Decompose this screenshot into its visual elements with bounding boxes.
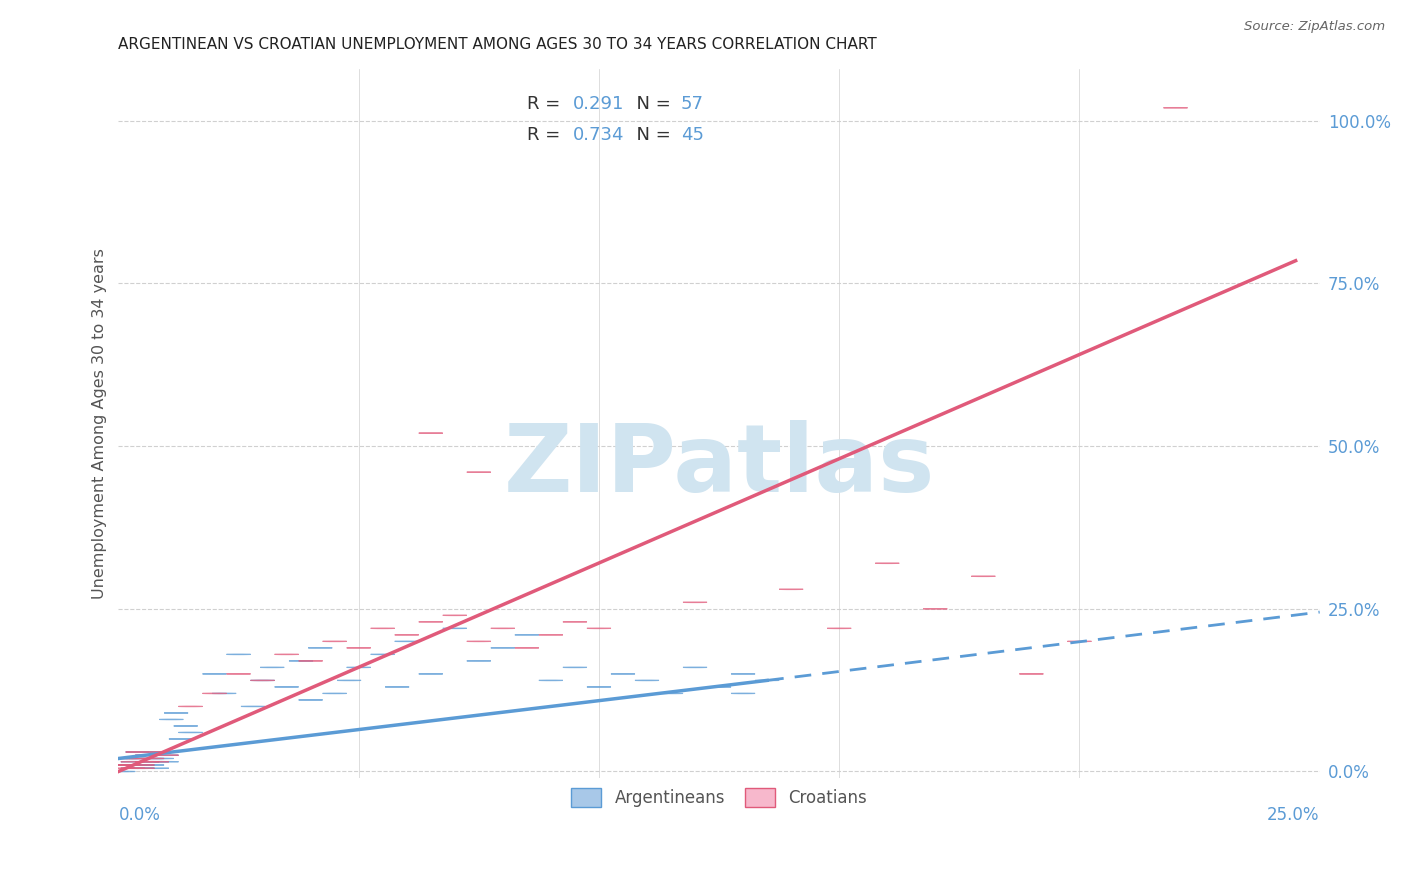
Text: 45: 45 <box>681 126 703 144</box>
Text: 57: 57 <box>681 95 703 113</box>
Legend: Argentineans, Croatians: Argentineans, Croatians <box>562 780 876 816</box>
Text: 0.0%: 0.0% <box>118 806 160 824</box>
Text: R =: R = <box>527 126 565 144</box>
Text: N =: N = <box>626 95 676 113</box>
Y-axis label: Unemployment Among Ages 30 to 34 years: Unemployment Among Ages 30 to 34 years <box>93 248 107 599</box>
Text: R =: R = <box>527 95 565 113</box>
Text: N =: N = <box>626 126 676 144</box>
Text: ARGENTINEAN VS CROATIAN UNEMPLOYMENT AMONG AGES 30 TO 34 YEARS CORRELATION CHART: ARGENTINEAN VS CROATIAN UNEMPLOYMENT AMO… <box>118 37 877 53</box>
Text: 0.291: 0.291 <box>572 95 624 113</box>
Text: Source: ZipAtlas.com: Source: ZipAtlas.com <box>1244 20 1385 33</box>
Text: 25.0%: 25.0% <box>1267 806 1320 824</box>
Text: 0.734: 0.734 <box>572 126 624 144</box>
Text: ZIPatlas: ZIPatlas <box>503 420 935 512</box>
